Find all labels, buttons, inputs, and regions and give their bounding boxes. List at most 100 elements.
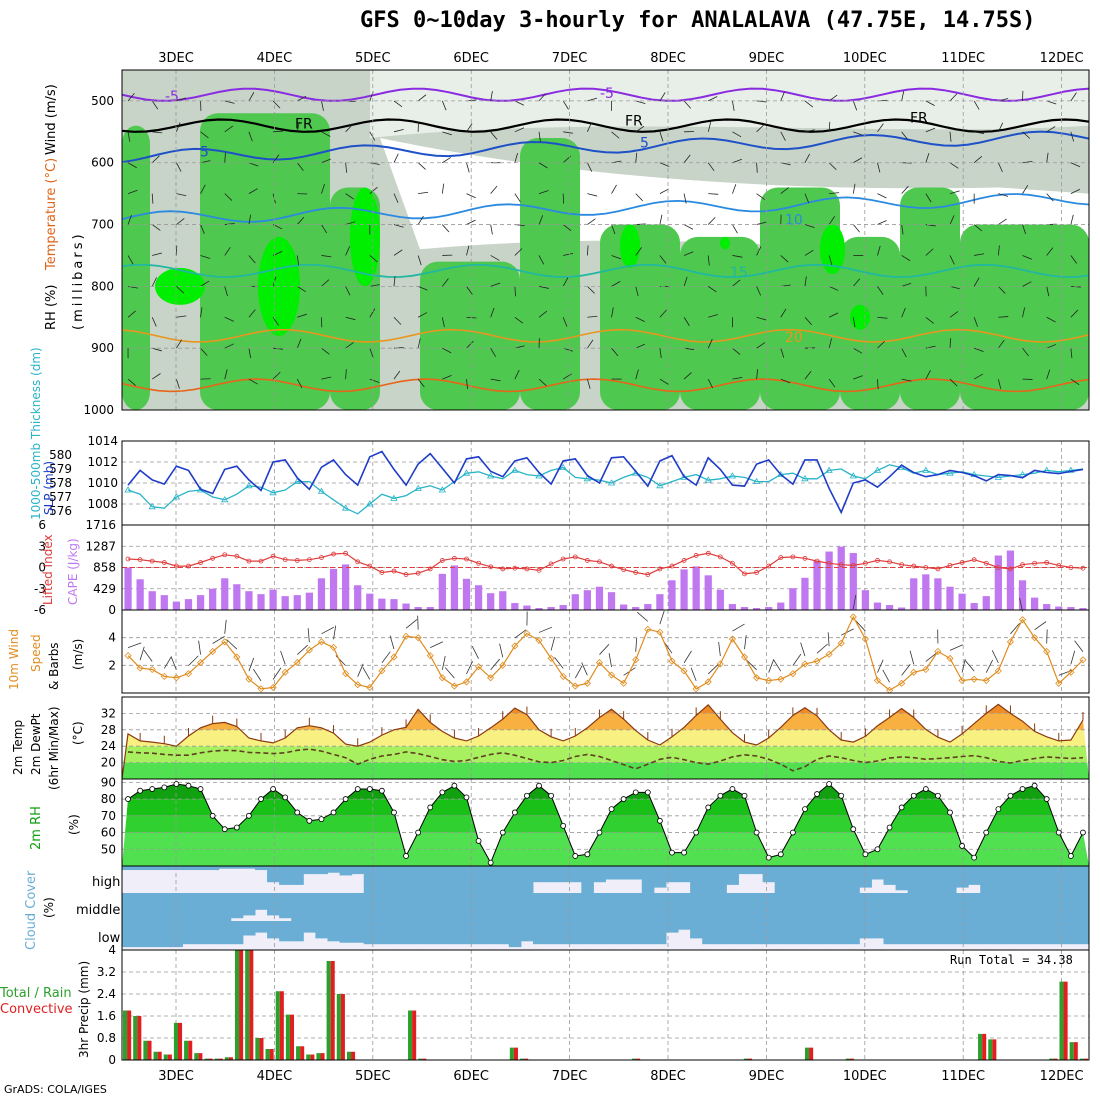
cape-bar bbox=[994, 555, 1002, 610]
cape-bar bbox=[922, 574, 930, 610]
upper-wind-barb bbox=[973, 373, 984, 380]
wind-speed-point bbox=[753, 674, 761, 682]
temperature-panel: 20 24 28 32 bbox=[101, 696, 1090, 780]
rh-point bbox=[378, 787, 385, 794]
cloud-high-bar bbox=[931, 866, 945, 893]
cape-bar bbox=[898, 607, 906, 610]
wind-barb bbox=[224, 619, 227, 634]
rh-point bbox=[838, 792, 845, 799]
upper-wind-barb bbox=[273, 347, 284, 350]
date-label-top: 7DEC bbox=[552, 51, 588, 66]
upper-wind-barb bbox=[417, 312, 428, 318]
cloud-high-bar bbox=[678, 866, 691, 883]
wind-speed-point bbox=[861, 635, 869, 643]
cape-bar bbox=[378, 598, 386, 610]
upper-wind-barb bbox=[152, 252, 163, 256]
wind-speed-point bbox=[910, 668, 918, 676]
label-precip: 3hr Precip (mm) bbox=[77, 961, 91, 1058]
wind-barb bbox=[253, 668, 262, 682]
thickness-point bbox=[414, 484, 422, 491]
cape-bar bbox=[438, 573, 446, 610]
wind-barb bbox=[991, 650, 999, 664]
wind-speed-point bbox=[946, 654, 954, 662]
upper-wind-barb bbox=[998, 193, 1009, 197]
rh-moist-area bbox=[680, 236, 760, 410]
upper-wind-barb bbox=[1046, 369, 1051, 380]
thickness-point bbox=[728, 472, 737, 479]
rh-dry-region bbox=[122, 70, 1089, 138]
lifted-index-point bbox=[887, 559, 892, 565]
lifted-index-point bbox=[173, 563, 179, 569]
lifted-index-point bbox=[959, 560, 965, 565]
upper-wind-barb bbox=[901, 91, 905, 101]
wind-speed-point bbox=[994, 667, 1002, 675]
cloud-low-bar bbox=[750, 921, 764, 945]
upper-wind-barb bbox=[514, 193, 521, 203]
precip-total-bar bbox=[316, 1053, 321, 1060]
upper-wind-barb bbox=[176, 339, 183, 349]
precip-convective-bar bbox=[239, 950, 244, 1060]
upper-wind-barb bbox=[683, 251, 694, 256]
wind-barb bbox=[909, 650, 915, 665]
wind-speed-point bbox=[813, 657, 821, 665]
cloud-high-bar bbox=[400, 866, 413, 893]
thickness-point bbox=[777, 470, 785, 477]
upper-wind-barb bbox=[732, 376, 743, 380]
lifted-index-point bbox=[947, 562, 953, 568]
cloud-middle-bar bbox=[387, 893, 401, 921]
rh-point bbox=[366, 786, 373, 792]
upper-wind-barb bbox=[877, 220, 887, 225]
lifted-index-point bbox=[657, 566, 663, 572]
rh-point bbox=[753, 829, 760, 836]
precip-total-bar bbox=[224, 1057, 229, 1060]
upper-wind-barb bbox=[901, 378, 912, 382]
precip-total-bar bbox=[1059, 981, 1064, 1060]
y-tick-label: 800 bbox=[91, 279, 114, 293]
rh-point bbox=[1055, 829, 1062, 836]
thickness-point bbox=[946, 469, 954, 476]
upper-wind-barb bbox=[973, 317, 978, 327]
isotherm-label: 10 bbox=[785, 213, 803, 229]
upper-wind-barb bbox=[369, 308, 376, 318]
cloud-low-bar bbox=[629, 921, 643, 945]
lifted-index-point bbox=[488, 564, 494, 570]
upper-wind-barb bbox=[659, 348, 662, 359]
cloud-high-bar bbox=[194, 866, 208, 871]
precip-total-bar bbox=[408, 1010, 413, 1060]
lifted-index-point bbox=[621, 567, 627, 573]
lifted-index-point bbox=[258, 558, 264, 564]
upper-wind-barb bbox=[828, 338, 832, 349]
upper-wind-barb bbox=[490, 307, 495, 318]
upper-wind-barb bbox=[901, 224, 904, 235]
lifted-index-point bbox=[319, 555, 324, 560]
wind-speed-point bbox=[958, 676, 966, 685]
cloud-low-bar bbox=[254, 921, 268, 933]
rh-point bbox=[777, 851, 784, 858]
wind-speed-point bbox=[329, 643, 338, 651]
upper-wind-barb bbox=[176, 97, 187, 102]
upper-wind-barb bbox=[224, 100, 235, 104]
rh-point bbox=[318, 816, 325, 823]
wind-speed-point bbox=[644, 625, 652, 633]
cloud-low-bar bbox=[182, 921, 196, 945]
upper-wind-barb bbox=[393, 100, 403, 108]
cloud-low-bar bbox=[412, 921, 425, 945]
cloud-high-bar bbox=[218, 866, 232, 869]
cloud-middle-bar bbox=[653, 893, 667, 921]
wind-speed-point bbox=[656, 628, 664, 636]
upper-wind-barb bbox=[611, 347, 619, 357]
precip-total-bar bbox=[153, 1051, 158, 1060]
label-dewpt: 2m DewPt bbox=[29, 713, 43, 775]
isotherm-line bbox=[121, 263, 1090, 278]
label-cloud: Cloud Cover bbox=[24, 870, 39, 950]
cloud-middle-bar bbox=[134, 893, 147, 921]
cloud-middle-bar bbox=[992, 893, 1005, 921]
upper-wind-barb bbox=[707, 255, 710, 266]
upper-wind-barb bbox=[538, 131, 541, 142]
lifted-index-point bbox=[1044, 560, 1050, 565]
cloud-middle-bar bbox=[267, 893, 280, 916]
upper-wind-barb bbox=[1022, 131, 1031, 139]
upper-wind-barb bbox=[442, 278, 449, 287]
wind-speed-point bbox=[607, 671, 616, 679]
rh-point bbox=[802, 806, 808, 813]
